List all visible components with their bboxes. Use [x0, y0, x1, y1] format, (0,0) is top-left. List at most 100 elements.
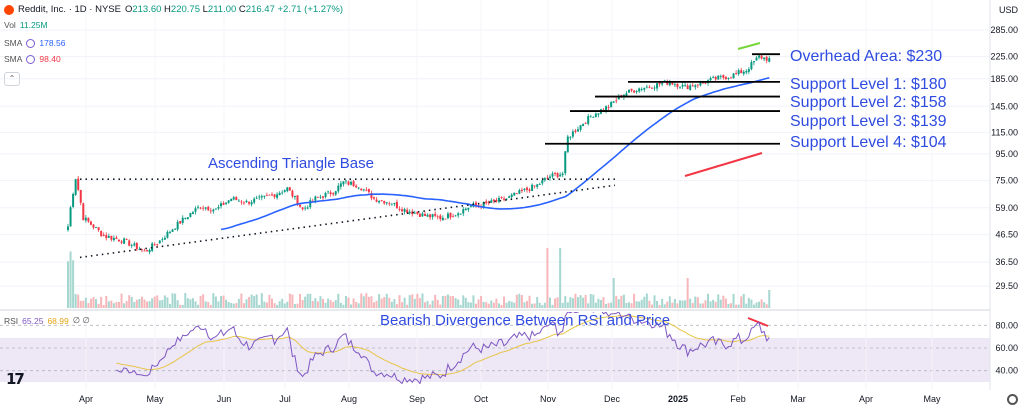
candle-body	[758, 55, 761, 58]
candle-body	[115, 237, 118, 240]
volume-bar	[97, 303, 100, 308]
candle-body	[67, 226, 69, 230]
volume-bar	[630, 303, 633, 308]
volume-bar	[477, 299, 480, 308]
candle-body	[140, 249, 143, 251]
rsi-axis: 80.00 60.00 40.00	[995, 320, 1018, 375]
volume-bar	[401, 302, 404, 308]
candle-body	[250, 202, 253, 205]
candle-body	[589, 116, 592, 118]
candle-body	[189, 213, 192, 217]
candle-body	[355, 185, 358, 188]
candle-body	[283, 190, 286, 192]
volume-bar	[344, 295, 347, 308]
volume-bar	[645, 293, 648, 308]
x-tick-label: Oct	[474, 394, 489, 404]
candle-body	[406, 209, 409, 213]
candle-body	[365, 189, 368, 191]
volume-bar	[459, 304, 462, 308]
volume-bar	[146, 301, 149, 308]
rsi-line	[116, 312, 770, 384]
candle-body	[324, 192, 327, 198]
triangle-label: Ascending Triangle Base	[208, 155, 374, 172]
candle-body	[225, 202, 228, 204]
volume-bar	[648, 300, 651, 308]
candle-body	[457, 213, 460, 216]
candle-body	[181, 217, 184, 223]
volume-bar	[737, 304, 740, 308]
candle-body	[316, 196, 319, 198]
settings-gear-icon[interactable]	[1007, 394, 1018, 405]
candle-body	[648, 86, 651, 88]
candle-body	[163, 237, 166, 240]
candle-body	[755, 57, 758, 61]
candle-body	[120, 241, 123, 243]
candle-body	[594, 113, 597, 118]
collapse-legend-button[interactable]: ⌃	[4, 72, 20, 86]
sma-indicator-1[interactable]: SMA 178.56	[4, 38, 66, 48]
volume-bar	[607, 303, 610, 308]
volume-bar	[520, 295, 523, 308]
volume-bar	[296, 303, 299, 308]
candle-body	[314, 196, 317, 201]
volume-bar	[416, 293, 419, 308]
volume-bar	[513, 302, 516, 308]
eye-icon[interactable]	[26, 54, 36, 64]
volume-bar	[115, 302, 118, 308]
x-tick-label: Aug	[341, 394, 357, 404]
volume-bar	[306, 293, 309, 308]
eye-icon[interactable]	[26, 38, 36, 48]
candle-body	[449, 213, 452, 218]
candle-body	[548, 176, 551, 179]
volume-bar	[686, 278, 689, 308]
volume-bar	[324, 302, 327, 308]
volume-bar	[212, 293, 215, 308]
candle-body	[490, 200, 493, 203]
volume-bar	[599, 299, 602, 308]
candle-body	[156, 244, 159, 245]
volume-bar	[370, 296, 373, 308]
candle-body	[74, 179, 77, 195]
y-tick-label: 115.00	[991, 127, 1018, 137]
sma-indicator-2[interactable]: SMA 98.40	[4, 54, 61, 64]
candle-body	[615, 100, 618, 102]
candle-body	[306, 207, 309, 209]
candle-body	[329, 192, 332, 195]
volume-bar	[95, 299, 98, 308]
candle-body	[426, 214, 429, 217]
candle-body	[220, 203, 222, 207]
volume-bar	[77, 294, 80, 308]
candle-body	[650, 87, 653, 89]
candle-body	[561, 173, 564, 176]
volume-bar	[357, 303, 360, 308]
volume-bar	[140, 296, 143, 308]
x-tick-label: Jun	[217, 394, 232, 404]
candle-body	[582, 124, 585, 127]
volume-bar	[304, 296, 307, 308]
volume-bar	[594, 302, 597, 308]
volume-bar	[248, 297, 251, 308]
volume-indicator[interactable]: Vol 11.25M	[4, 20, 48, 30]
rsi-indicator[interactable]: RSI 65.25 68.99 ∅ ∅	[4, 315, 90, 326]
volume-bar	[194, 301, 197, 308]
candle-body	[467, 207, 470, 210]
volume-bar	[263, 301, 266, 308]
candle-body	[268, 194, 271, 196]
candle-body	[413, 212, 416, 214]
y-tick-label: 285.00	[990, 25, 1018, 35]
candle-body	[222, 202, 225, 205]
rsi-tick-label: 40.00	[995, 366, 1018, 376]
candle-body	[538, 184, 541, 185]
volume-bar	[184, 293, 187, 308]
volume-bar	[237, 298, 240, 308]
volume-bar	[709, 301, 712, 308]
candle-body	[263, 195, 266, 197]
candle-body	[153, 244, 156, 246]
candle-body	[212, 209, 215, 212]
volume-bar	[105, 295, 108, 308]
candle-body	[730, 77, 732, 79]
volume-bar	[704, 300, 707, 308]
currency-label[interactable]: USD	[998, 5, 1018, 15]
volume-bar	[482, 301, 485, 308]
candle-body	[500, 197, 503, 198]
